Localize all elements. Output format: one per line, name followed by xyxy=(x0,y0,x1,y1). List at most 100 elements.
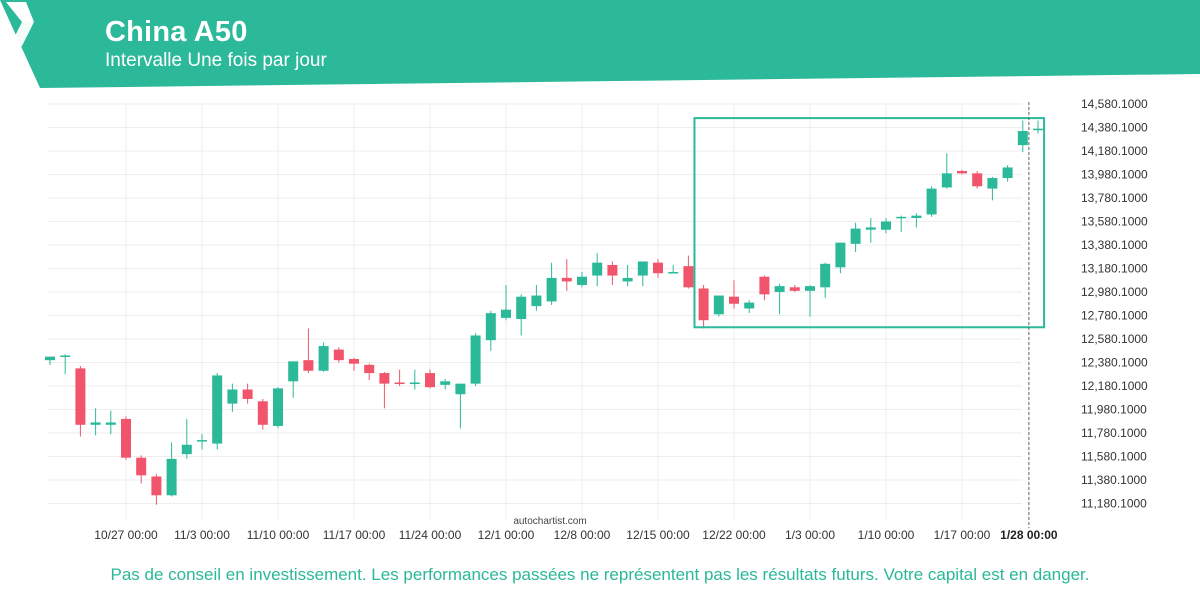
candle-body xyxy=(835,242,846,268)
candle-body xyxy=(409,382,420,384)
candle xyxy=(896,215,907,233)
candle xyxy=(531,284,542,311)
candle-body xyxy=(349,358,359,364)
candle-body xyxy=(181,444,192,455)
candle xyxy=(166,442,177,497)
candle xyxy=(470,333,481,387)
x-tick-label: 1/10 00:00 xyxy=(858,528,915,542)
y-tick-label: 14,180.1000 xyxy=(1081,144,1148,158)
x-tick-label: 12/8 00:00 xyxy=(554,528,611,542)
candle-body xyxy=(759,276,770,295)
candle-body xyxy=(318,346,329,371)
x-tick-label: 12/1 00:00 xyxy=(478,528,535,542)
candle xyxy=(759,275,770,301)
candle-body xyxy=(273,388,283,426)
x-tick-label: 11/3 00:00 xyxy=(174,528,230,542)
candle xyxy=(592,253,603,287)
candle xyxy=(744,300,755,314)
candle-body xyxy=(881,221,891,230)
candle xyxy=(333,347,344,363)
x-tick-label: 12/22 00:00 xyxy=(702,528,766,542)
candle-body xyxy=(470,335,481,384)
y-tick-label: 12,380.1000 xyxy=(1081,356,1148,370)
y-tick-label: 13,580.1000 xyxy=(1081,215,1148,229)
candle-body xyxy=(957,170,967,174)
candle xyxy=(409,369,420,390)
candle xyxy=(242,383,253,404)
candle-body xyxy=(941,173,952,188)
candle xyxy=(303,328,314,374)
candle-body xyxy=(379,373,390,384)
pattern-highlight-box xyxy=(693,117,1046,329)
candle-body xyxy=(653,262,663,274)
candle-body xyxy=(896,216,907,219)
y-tick-label: 11,980.1000 xyxy=(1081,403,1147,417)
candle xyxy=(1017,120,1028,153)
candle xyxy=(820,262,831,298)
y-tick-label: 14,380.1000 xyxy=(1081,121,1148,135)
candle xyxy=(212,373,223,450)
candle xyxy=(273,387,283,429)
instrument-title: China A50 xyxy=(105,16,248,48)
candle xyxy=(121,416,131,461)
candle-body xyxy=(166,458,177,496)
candle-body xyxy=(561,277,572,282)
candle-body xyxy=(850,228,861,244)
candle xyxy=(972,170,983,189)
candle xyxy=(197,434,207,450)
candle-body xyxy=(668,272,679,274)
candle xyxy=(653,259,663,278)
candle xyxy=(485,310,496,351)
candle-body xyxy=(911,215,922,218)
x-axis-ticks: 10/27 00:00 11/3 00:00 11/10 00:00 11/17 00… xyxy=(94,528,1058,542)
candle-body xyxy=(440,381,451,385)
candle xyxy=(835,242,846,274)
candle xyxy=(805,284,815,317)
candle xyxy=(151,474,162,505)
candle-body xyxy=(577,276,587,285)
candle-body xyxy=(394,382,405,384)
y-tick-label: 13,780.1000 xyxy=(1081,191,1148,205)
y-tick-label: 12,980.1000 xyxy=(1081,285,1148,299)
candle-body xyxy=(972,173,983,187)
candle-body xyxy=(865,227,876,230)
candle xyxy=(1033,120,1043,134)
y-tick-label: 12,780.1000 xyxy=(1081,309,1148,323)
candle xyxy=(683,255,694,289)
candle xyxy=(257,398,268,430)
candle-body xyxy=(531,295,542,307)
candle xyxy=(394,369,405,387)
candle-body xyxy=(622,277,633,282)
candle xyxy=(288,361,299,398)
candle xyxy=(926,186,937,217)
candle xyxy=(45,356,55,365)
candle-body xyxy=(926,188,937,215)
candle xyxy=(637,261,648,287)
candle-body xyxy=(744,302,755,309)
candle-body xyxy=(45,356,55,361)
candle-body xyxy=(485,313,496,341)
x-tick-label: 1/17 00:00 xyxy=(934,528,991,542)
candle-body xyxy=(105,422,116,425)
risk-disclaimer: Pas de conseil en investissement. Les pe… xyxy=(110,565,1090,584)
candle xyxy=(546,262,557,305)
candle xyxy=(577,272,587,288)
candle-body xyxy=(789,287,800,291)
candle xyxy=(789,284,800,293)
candle xyxy=(181,418,192,459)
x-tick-label: 11/24 00:00 xyxy=(399,528,462,542)
candle-body xyxy=(501,309,511,318)
x-tick-label: 11/10 00:00 xyxy=(247,528,310,542)
header-background xyxy=(0,0,1200,88)
candle-body xyxy=(1002,167,1013,179)
candle-body xyxy=(151,476,162,496)
candle xyxy=(516,294,527,336)
candle-body xyxy=(698,288,709,321)
candle-body xyxy=(774,286,785,293)
candle-body xyxy=(364,364,375,374)
candle xyxy=(90,408,101,436)
candle xyxy=(865,217,876,243)
candle xyxy=(1002,165,1013,182)
candle-body xyxy=(1033,128,1043,131)
